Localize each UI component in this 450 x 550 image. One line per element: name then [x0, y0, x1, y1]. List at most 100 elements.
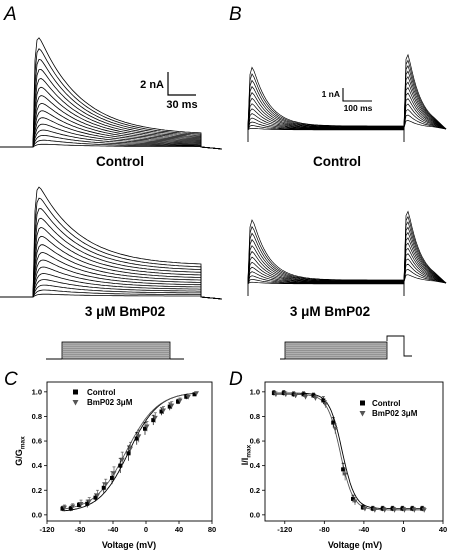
traces-b-bmp02 [247, 210, 447, 296]
chart-d-fit-0 [274, 392, 424, 510]
chart-d-point-1-2 [293, 393, 299, 399]
chart-c-legend-marker-bmp02 [72, 400, 79, 406]
chart-d-point-1-5 [322, 402, 328, 407]
traces-a-bmp02 [0, 186, 223, 300]
chart-d-ytick-label-5: 1.0 [250, 387, 260, 396]
chart-d-fit-1 [274, 393, 424, 511]
a-control-trace-4 [0, 123, 223, 150]
chart-d-point-0-6 [331, 420, 336, 425]
chart-c-xtick-label-1: -80 [75, 525, 86, 534]
a-control-trace-14 [0, 37, 223, 150]
chart-d-point-1-9 [362, 506, 368, 512]
chart-d-xlabel: Voltage (mV) [328, 540, 382, 550]
scale-bar-b-x-label: 100 ms [344, 103, 373, 113]
chart-c-ytick-label-3: 0.6 [32, 437, 42, 446]
chart-c-point-1-12 [161, 408, 166, 413]
chart-d-inactivation: -120 -80 -40 0 40 0.0 0.2 0.4 0.6 0.8 1.0 Voltage … [240, 381, 447, 550]
chart-c-legend-bmp02: BmP02 3μM [87, 398, 133, 407]
a-control-trace-12 [0, 58, 223, 150]
chart-c-ytick-label-4: 0.8 [32, 412, 42, 421]
chart-d-point-1-3 [303, 394, 309, 400]
scale-bar-a-lines [167, 72, 196, 96]
chart-c-axes: -120 -80 -40 0 40 80 0.0 0.2 0.4 0.6 0.8 1.0 [32, 381, 216, 534]
chart-d-legend-bmp02: BmP02 3μM [372, 409, 418, 418]
chart-d-legend-control: Control [372, 399, 400, 408]
a-bmp02-trace-5 [0, 266, 223, 300]
chart-c-point-0-4 [93, 495, 98, 500]
label-b-bmp02: 3 μM BmP02 [290, 304, 370, 319]
chart-c-xlabel: Voltage (mV) [102, 540, 156, 550]
chart-d-ytick-label-4: 0.8 [250, 412, 260, 421]
scale-bar-b: 1 nA 100 ms [322, 88, 373, 113]
a-bmp02-trace-3 [0, 279, 223, 300]
chart-c-activation: -120 -80 -40 0 40 80 0.0 0.2 0.4 0.6 0.8 1.0 Voltag… [14, 381, 216, 550]
chart-d-point-1-10 [372, 508, 378, 513]
chart-c-ylabel: G/Gmax [14, 436, 27, 466]
protocol-b-test-pulse [280, 335, 412, 360]
chart-c-point-1-16 [194, 391, 199, 396]
b-bmp02-trace-10 [247, 232, 447, 284]
chart-d-xtick-label-1: -80 [319, 525, 330, 534]
chart-d-xtick-label-2: -40 [358, 525, 369, 534]
chart-c-point-1-7 [119, 457, 125, 463]
a-control-trace-0 [0, 143, 223, 150]
scale-bar-a-y-label: 2 nA [140, 79, 164, 91]
chart-c-xtick-label-5: 80 [208, 525, 216, 534]
chart-c-point-1-8 [128, 446, 133, 452]
chart-c-ytick-label-0: 0.0 [32, 510, 42, 519]
chart-d-point-1-0 [273, 392, 279, 397]
scale-bar-a-x-label: 30 ms [166, 99, 197, 111]
panel-letter-c: C [4, 369, 18, 390]
chart-c-legend-marker-control [73, 389, 78, 395]
a-bmp02-trace-7 [0, 252, 223, 300]
label-a-bmp02: 3 μM BmP02 [85, 304, 165, 319]
chart-c-point-0-16 [192, 392, 197, 397]
a-bmp02-trace-4 [0, 273, 223, 300]
chart-c-ytick-label-1: 0.2 [32, 486, 42, 495]
a-control-trace-5 [0, 117, 223, 150]
a-bmp02-trace-12 [0, 208, 223, 300]
a-bmp02-trace-13 [0, 197, 223, 300]
chart-d-ylabel-main: I/I [240, 458, 250, 466]
chart-d-point-1-12 [392, 508, 398, 513]
a-control-trace-6 [0, 110, 223, 150]
chart-d-ytick-label-0: 0.0 [250, 510, 260, 519]
chart-d-point-1-8 [352, 499, 358, 504]
chart-c-point-0-13 [167, 404, 172, 409]
a-bmp02-trace-11 [0, 217, 223, 300]
chart-d-xtick-label-3: 0 [401, 525, 405, 534]
a-control-trace-13 [0, 48, 223, 150]
chart-d-point-0-3 [301, 392, 306, 397]
chart-d-ylabel: I/Imax [240, 444, 253, 465]
traces-b-control [247, 53, 447, 142]
label-a-control: Control [96, 154, 144, 169]
scale-bar-a: 2 nA 30 ms [140, 72, 198, 111]
chart-c-xtick-label-0: -120 [39, 525, 54, 534]
chart-c-point-1-10 [144, 424, 150, 429]
voltage-protocol-b [280, 335, 412, 360]
chart-d-points [271, 390, 427, 513]
a-control-trace-11 [0, 68, 223, 150]
a-control-trace-7 [0, 103, 223, 150]
chart-d-point-1-4 [312, 396, 318, 401]
a-control-trace-1 [0, 139, 223, 150]
chart-d-point-1-1 [283, 392, 289, 397]
chart-d-point-1-7 [342, 472, 348, 477]
chart-d-xtick-label-0: -120 [277, 525, 292, 534]
chart-d-legend-marker-control [360, 400, 365, 406]
chart-c-point-0-7 [118, 463, 123, 468]
chart-c-ytick-label-5: 1.0 [32, 387, 42, 396]
chart-c-xtick-label-2: -40 [108, 525, 119, 534]
b-bmp02-trace-12 [247, 219, 447, 284]
chart-c-point-1-5 [103, 482, 109, 487]
chart-c-point-1-4 [95, 493, 100, 498]
chart-c-point-1-9 [136, 434, 142, 439]
chart-d-point-0-5 [321, 398, 326, 403]
chart-c-frame [46, 381, 213, 522]
a-bmp02-trace-9 [0, 235, 223, 300]
chart-c-point-0-5 [101, 485, 106, 490]
chart-d-fit-curves [274, 392, 424, 511]
chart-c-point-1-15 [185, 394, 191, 400]
chart-c-point-0-6 [110, 475, 114, 480]
chart-c-xtick-label-3: 0 [144, 525, 148, 534]
